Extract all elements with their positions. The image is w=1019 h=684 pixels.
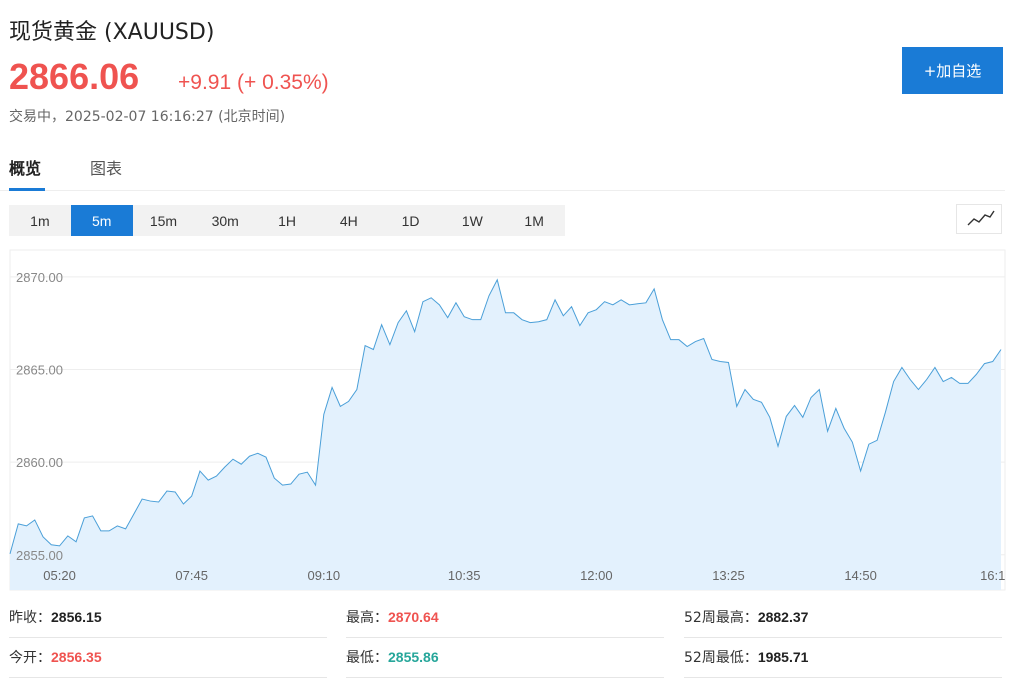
stat-label: 今开： xyxy=(9,650,51,666)
interval-bar: 1m 5m 15m 30m 1H 4H 1D 1W 1M xyxy=(9,205,565,236)
stat-label: 最高： xyxy=(346,610,388,626)
y-tick-label: 2865.00 xyxy=(16,363,63,378)
interval-button[interactable]: 4H xyxy=(339,212,358,229)
stat-cell: 最低： 2855.86 xyxy=(346,637,664,678)
tab-separator xyxy=(0,190,1005,191)
x-tick-label: 07:45 xyxy=(175,568,208,583)
tab[interactable]: 图表 xyxy=(90,159,123,178)
title: 现货黄金 (XAUUSD) xyxy=(9,14,214,46)
x-tick-label: 14:50 xyxy=(844,568,877,583)
x-tick-label: 13:25 xyxy=(712,568,745,583)
stat-label: 昨收： xyxy=(9,610,51,626)
stat-value: 2870.64 xyxy=(388,609,439,625)
chart-type-button[interactable] xyxy=(956,204,1002,234)
change-value: +9.91 xyxy=(178,71,232,94)
stat-value: 2855.86 xyxy=(388,649,439,665)
interval-button[interactable]: 1W xyxy=(461,212,483,229)
x-tick-label: 10:35 xyxy=(448,568,481,583)
interval-button[interactable]: 1m xyxy=(30,212,50,229)
stat-cell: 52周最低： 1985.71 xyxy=(684,637,1002,678)
icon-line xyxy=(967,210,995,226)
area xyxy=(10,279,1001,590)
interval-button[interactable]: 15m xyxy=(149,212,178,229)
price: 2866.06 xyxy=(9,56,140,97)
x-tick-label: 09:10 xyxy=(308,568,341,583)
line-icon xyxy=(967,210,995,226)
change-percent: (+ 0.35%) xyxy=(236,71,329,94)
y-tick-label: 2855.00 xyxy=(16,548,63,563)
y-tick-label: 2860.00 xyxy=(16,455,63,470)
price-line xyxy=(9,278,1002,555)
stat-cell: 最高： 2870.64 xyxy=(346,597,664,638)
stat-cell: 今开： 2856.35 xyxy=(9,637,327,678)
stat-value: 1985.71 xyxy=(757,649,809,665)
tab-indicator xyxy=(9,188,45,191)
stat-cell: 52周最高： 2882.37 xyxy=(684,597,1002,638)
y-tick-label: 2870.00 xyxy=(16,270,63,285)
x-tick-label: 16:1 xyxy=(980,568,1005,583)
status: 交易中，2025-02-07 16:16:27 (北京时间) xyxy=(9,109,286,125)
symbol: (XAUUSD) xyxy=(104,20,215,45)
instrument-name: 现货黄金 xyxy=(9,20,98,45)
x-tick-label: 05:20 xyxy=(43,568,76,583)
stat-value: 2856.35 xyxy=(51,649,102,665)
stat-cell: 昨收： 2856.15 xyxy=(9,597,327,638)
stat-label: 52周最低： xyxy=(684,650,758,666)
interval-button[interactable]: 1M xyxy=(524,212,544,229)
interval-button[interactable]: 1D xyxy=(401,212,420,229)
tab[interactable]: 概览 xyxy=(9,159,42,178)
x-tick-label: 12:00 xyxy=(580,568,613,583)
stat-label: 最低： xyxy=(346,650,388,666)
stat-label: 52周最高： xyxy=(684,610,758,626)
add-watchlist-button[interactable]: +加自选 xyxy=(902,47,1003,94)
interval-button[interactable]: 30m xyxy=(211,212,239,229)
stat-value: 2882.37 xyxy=(757,609,809,625)
stat-value: 2856.15 xyxy=(51,609,102,625)
change: +9.91 (+ 0.35%) xyxy=(178,71,329,95)
interval-button[interactable]: 5m xyxy=(70,205,133,236)
interval-button[interactable]: 1H xyxy=(278,212,296,229)
